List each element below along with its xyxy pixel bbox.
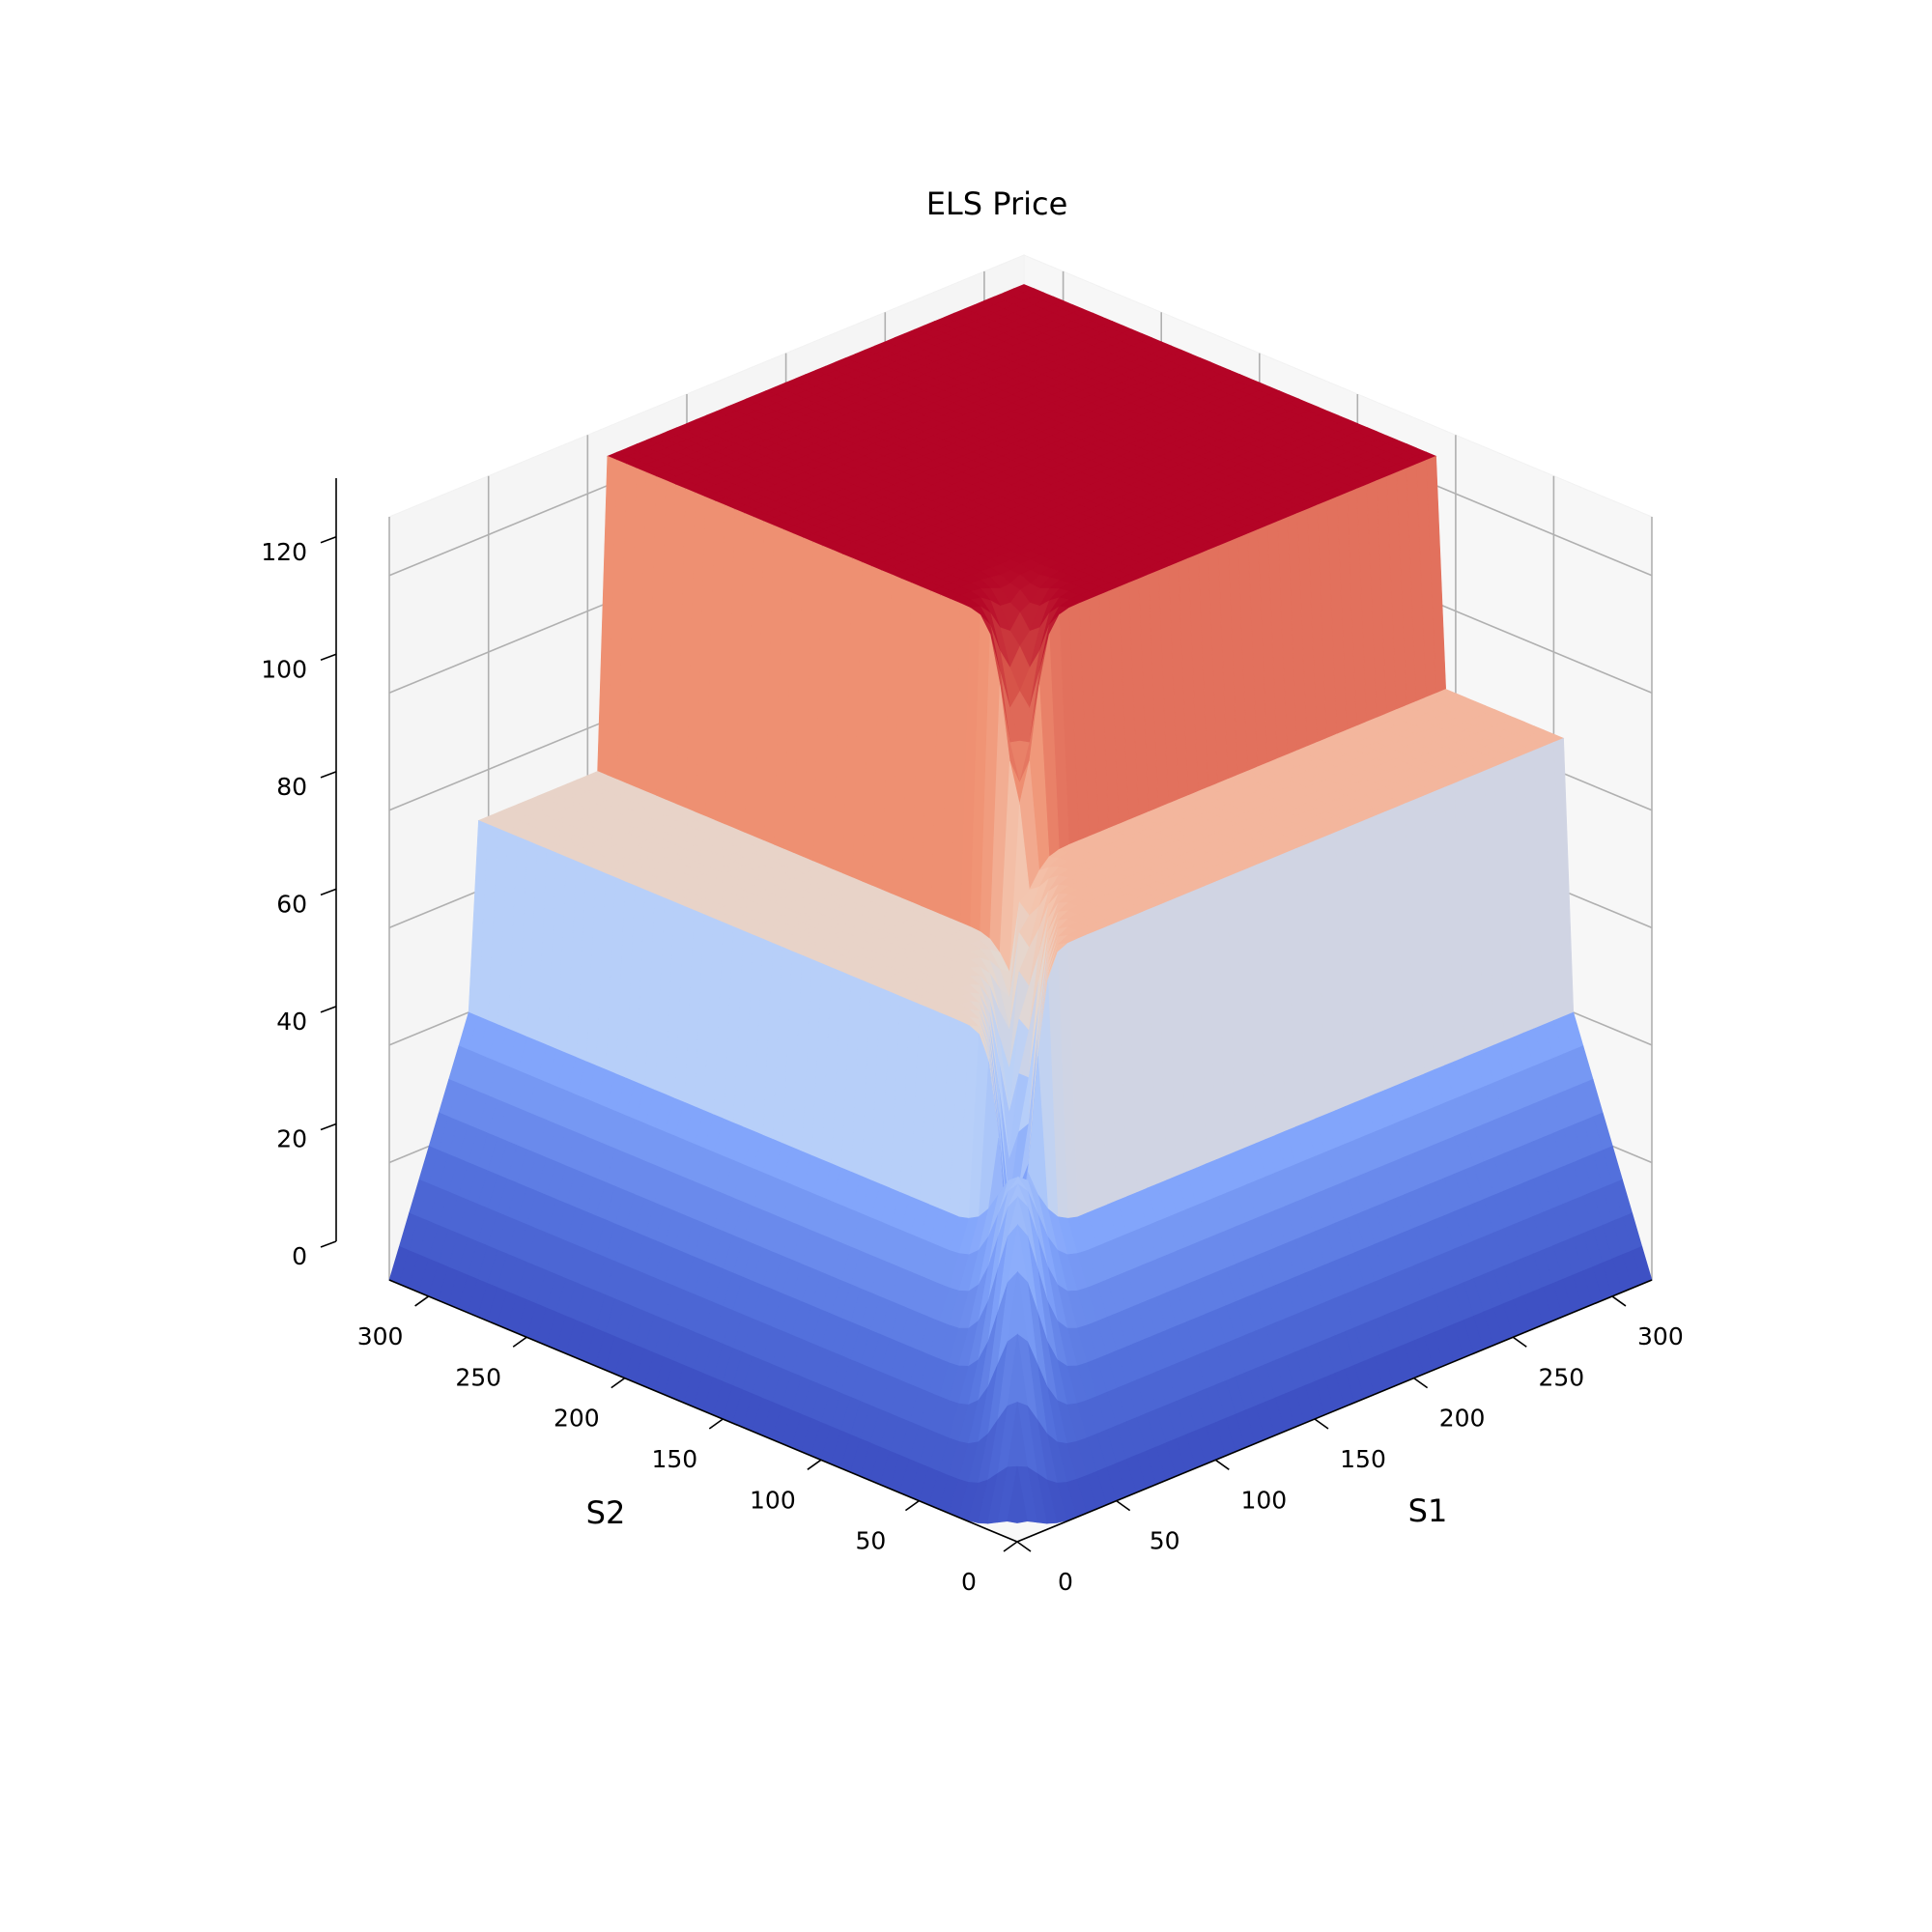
y-axis-line xyxy=(388,1279,1018,1543)
y-tick-label: 0 xyxy=(961,1568,977,1596)
z-tick-mark xyxy=(320,771,337,779)
x-tick-mark xyxy=(1314,1418,1329,1430)
x-tick-label: 50 xyxy=(1150,1527,1180,1555)
x-tick-mark xyxy=(1611,1295,1627,1307)
z-tick-label: 80 xyxy=(276,773,307,801)
z-tick-mark xyxy=(320,1240,337,1248)
x-tick-label: 150 xyxy=(1340,1445,1386,1473)
z-tick-label: 40 xyxy=(276,1008,307,1036)
x-tick-mark xyxy=(1512,1336,1527,1348)
y-tick-mark xyxy=(1003,1541,1018,1552)
y-tick-label: 150 xyxy=(651,1445,697,1473)
z-tick-label: 100 xyxy=(261,655,307,683)
y-tick-mark xyxy=(904,1500,920,1512)
x-tick-mark xyxy=(1413,1377,1429,1389)
z-tick-mark xyxy=(320,653,337,662)
x-tick-label: 0 xyxy=(1058,1568,1073,1596)
z-tick-mark xyxy=(320,536,337,544)
z-tick-mark xyxy=(320,888,337,896)
z-tick-mark xyxy=(320,1006,337,1013)
axes xyxy=(320,478,1653,1552)
y-tick-mark xyxy=(414,1295,430,1307)
z-tick-mark xyxy=(320,1122,337,1131)
z-tick-label: 0 xyxy=(292,1242,307,1270)
y-tick-mark xyxy=(807,1459,822,1470)
tick-labels: 0 50 100 150 200 250 300 0 50 100 150 200 250 300 0 20 4… xyxy=(261,538,1683,1596)
y-axis-label: S2 xyxy=(586,1494,626,1531)
chart-title: ELS Price xyxy=(926,185,1068,222)
x-tick-label: 100 xyxy=(1240,1486,1287,1514)
surface-facet xyxy=(1007,1466,1028,1523)
y-tick-mark xyxy=(512,1336,527,1348)
z-tick-label: 60 xyxy=(276,890,307,918)
x-axis-line xyxy=(1016,1279,1653,1543)
x-tick-label: 250 xyxy=(1538,1363,1584,1391)
x-tick-mark xyxy=(1116,1500,1131,1512)
y-tick-label: 100 xyxy=(750,1486,796,1514)
x-tick-mark xyxy=(1016,1541,1032,1552)
x-axis-label: S1 xyxy=(1408,1492,1448,1529)
y-tick-label: 200 xyxy=(554,1405,600,1433)
y-tick-label: 250 xyxy=(455,1363,501,1391)
x-tick-label: 300 xyxy=(1637,1322,1684,1350)
y-tick-mark xyxy=(708,1418,724,1430)
z-tick-label: 20 xyxy=(276,1125,307,1153)
x-tick-mark xyxy=(1214,1459,1230,1470)
y-tick-label: 300 xyxy=(357,1322,404,1350)
x-tick-label: 200 xyxy=(1439,1405,1486,1433)
surface-plot xyxy=(388,284,1653,1524)
z-tick-label: 120 xyxy=(261,538,307,566)
y-tick-mark xyxy=(611,1377,626,1389)
y-tick-label: 50 xyxy=(855,1527,886,1555)
